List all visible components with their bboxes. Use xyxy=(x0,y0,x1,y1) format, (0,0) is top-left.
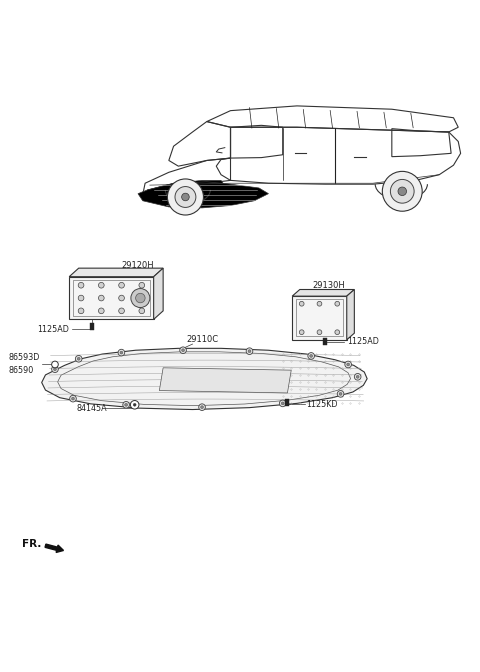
Circle shape xyxy=(175,187,196,208)
Circle shape xyxy=(398,187,407,196)
Circle shape xyxy=(335,301,340,306)
Circle shape xyxy=(52,361,58,368)
Polygon shape xyxy=(138,182,268,208)
Circle shape xyxy=(308,353,314,360)
Circle shape xyxy=(317,330,322,335)
Polygon shape xyxy=(42,348,367,409)
Circle shape xyxy=(246,348,253,355)
Circle shape xyxy=(248,349,251,353)
Circle shape xyxy=(168,179,204,215)
Circle shape xyxy=(180,347,186,353)
Circle shape xyxy=(339,392,342,395)
Polygon shape xyxy=(145,180,226,201)
Text: 1125AD: 1125AD xyxy=(347,337,379,346)
Circle shape xyxy=(199,404,205,411)
Circle shape xyxy=(337,390,344,397)
Text: 29130H: 29130H xyxy=(312,280,345,290)
Circle shape xyxy=(131,401,139,409)
Polygon shape xyxy=(292,296,347,340)
Circle shape xyxy=(75,355,82,362)
Text: 84145A: 84145A xyxy=(76,404,107,413)
Circle shape xyxy=(131,288,150,308)
Circle shape xyxy=(119,295,124,301)
Circle shape xyxy=(181,349,184,351)
Circle shape xyxy=(123,401,130,408)
Circle shape xyxy=(125,403,128,406)
Circle shape xyxy=(52,366,58,372)
Circle shape xyxy=(390,179,414,203)
Circle shape xyxy=(54,368,56,371)
Circle shape xyxy=(383,171,422,211)
Text: 1125AD: 1125AD xyxy=(37,325,69,334)
Circle shape xyxy=(98,295,104,301)
Text: 86593D: 86593D xyxy=(9,353,40,362)
Polygon shape xyxy=(154,268,163,319)
Circle shape xyxy=(98,282,104,288)
Circle shape xyxy=(139,295,144,301)
Circle shape xyxy=(78,282,84,288)
Circle shape xyxy=(72,397,74,400)
Polygon shape xyxy=(159,368,291,393)
Polygon shape xyxy=(69,268,163,277)
Circle shape xyxy=(335,330,340,335)
Circle shape xyxy=(139,308,144,314)
Bar xyxy=(324,339,327,345)
Circle shape xyxy=(300,330,304,335)
Bar xyxy=(286,399,289,406)
Circle shape xyxy=(133,403,136,406)
Circle shape xyxy=(120,351,123,354)
Text: 29120H: 29120H xyxy=(122,261,154,269)
Circle shape xyxy=(118,349,125,356)
Circle shape xyxy=(78,295,84,301)
Polygon shape xyxy=(292,290,354,296)
Circle shape xyxy=(310,355,312,358)
Circle shape xyxy=(98,308,104,314)
Circle shape xyxy=(300,301,304,306)
Polygon shape xyxy=(347,290,354,340)
Circle shape xyxy=(119,282,124,288)
Circle shape xyxy=(139,282,144,288)
Circle shape xyxy=(347,363,349,366)
Circle shape xyxy=(279,400,286,407)
Text: 86590: 86590 xyxy=(9,366,34,375)
Circle shape xyxy=(70,395,76,402)
Circle shape xyxy=(136,293,145,303)
Circle shape xyxy=(78,308,84,314)
Circle shape xyxy=(345,361,351,368)
Text: 29110C: 29110C xyxy=(186,335,218,343)
Circle shape xyxy=(281,402,284,405)
Circle shape xyxy=(119,308,124,314)
Circle shape xyxy=(354,374,361,380)
Bar xyxy=(90,323,94,330)
Polygon shape xyxy=(69,277,154,319)
Circle shape xyxy=(317,301,322,306)
Circle shape xyxy=(77,358,80,360)
Circle shape xyxy=(356,376,359,378)
Circle shape xyxy=(181,193,189,201)
Circle shape xyxy=(201,406,204,409)
Text: 1125KD: 1125KD xyxy=(306,400,338,409)
Text: FR.: FR. xyxy=(22,539,41,549)
FancyArrow shape xyxy=(45,544,63,552)
